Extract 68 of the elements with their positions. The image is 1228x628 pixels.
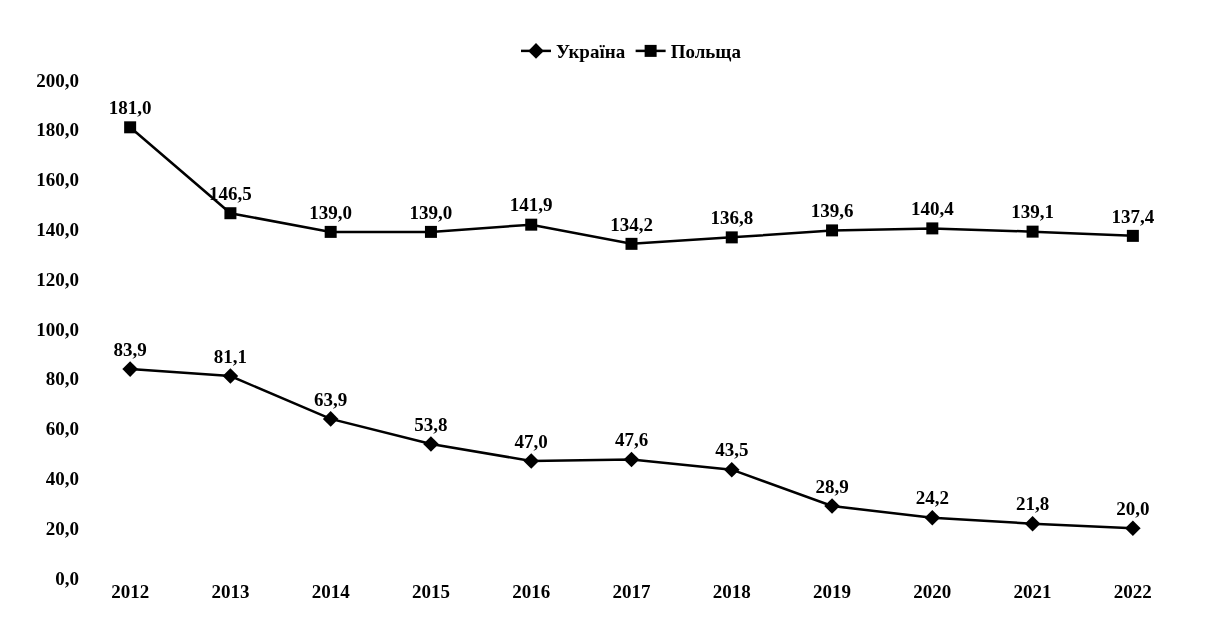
point: [424, 225, 437, 238]
point: [423, 436, 439, 452]
point: [625, 237, 638, 250]
y-tick-label: 80,0: [45, 368, 79, 390]
x-tick-label: 2019: [813, 581, 852, 602]
data-label: 139,6: [810, 200, 854, 222]
point: [525, 218, 538, 231]
x-tick-label: 2018: [712, 581, 751, 602]
point: [924, 509, 941, 526]
data-label: 141,9: [509, 194, 553, 216]
y-tick-label: 140,0: [36, 219, 79, 241]
point: [324, 225, 337, 238]
legend-label: Польща: [670, 41, 742, 63]
x-tick-label: 2014: [311, 581, 351, 602]
data-label: 83,9: [113, 338, 147, 360]
point: [1024, 515, 1041, 532]
y-tick-label: 100,0: [36, 318, 79, 340]
y-tick-label: 120,0: [36, 268, 79, 290]
y-tick-label: 0,0: [55, 567, 79, 589]
x-tick-label: 2012: [111, 581, 150, 602]
data-label: 20,0: [1116, 497, 1150, 519]
data-label: 137,4: [1111, 205, 1155, 227]
y-tick-label: 180,0: [36, 119, 79, 141]
data-label: 139,0: [309, 201, 353, 223]
data-label: 24,2: [915, 487, 949, 509]
data-label: 28,9: [815, 475, 849, 497]
point: [723, 461, 740, 478]
point: [725, 231, 738, 244]
point: [322, 411, 339, 427]
x-tick-label: 2020: [913, 581, 952, 602]
point: [826, 224, 839, 237]
point: [824, 498, 840, 514]
legend-label: Україна: [556, 41, 626, 63]
x-tick-label: 2016: [512, 581, 551, 602]
data-label: 81,1: [213, 345, 248, 367]
point: [926, 222, 939, 235]
point: [1126, 229, 1139, 242]
y-tick-label: 160,0: [36, 169, 79, 191]
x-tick-label: 2021: [1013, 581, 1052, 602]
point: [523, 453, 540, 469]
y-tick-label: 40,0: [45, 468, 79, 490]
data-label: 181,0: [108, 97, 152, 119]
data-label: 47,6: [614, 429, 649, 451]
point: [224, 207, 237, 220]
data-label: 53,8: [414, 413, 448, 435]
y-tick-label: 20,0: [45, 517, 79, 539]
x-tick-label: 2017: [612, 581, 651, 602]
x-tick-label: 2022: [1113, 581, 1152, 602]
data-label: 140,4: [910, 198, 955, 220]
data-label: 136,8: [710, 207, 754, 229]
data-label: 139,1: [1011, 201, 1054, 223]
point: [623, 451, 640, 468]
data-label: 63,9: [314, 388, 348, 410]
data-label: 43,5: [715, 439, 749, 461]
y-tick-label: 200,0: [36, 69, 79, 91]
data-label: 134,2: [610, 213, 653, 235]
point: [1125, 520, 1141, 536]
data-label: 47,0: [514, 430, 548, 452]
data-label: 21,8: [1015, 493, 1050, 515]
point: [1026, 225, 1039, 238]
point: [222, 368, 239, 384]
data-label: 139,0: [409, 201, 453, 223]
data-label: 146,5: [209, 182, 252, 204]
x-tick-label: 2015: [411, 581, 450, 602]
point: [124, 121, 137, 134]
point: [122, 361, 138, 377]
x-tick-label: 2013: [211, 581, 250, 602]
y-tick-label: 60,0: [45, 418, 79, 440]
